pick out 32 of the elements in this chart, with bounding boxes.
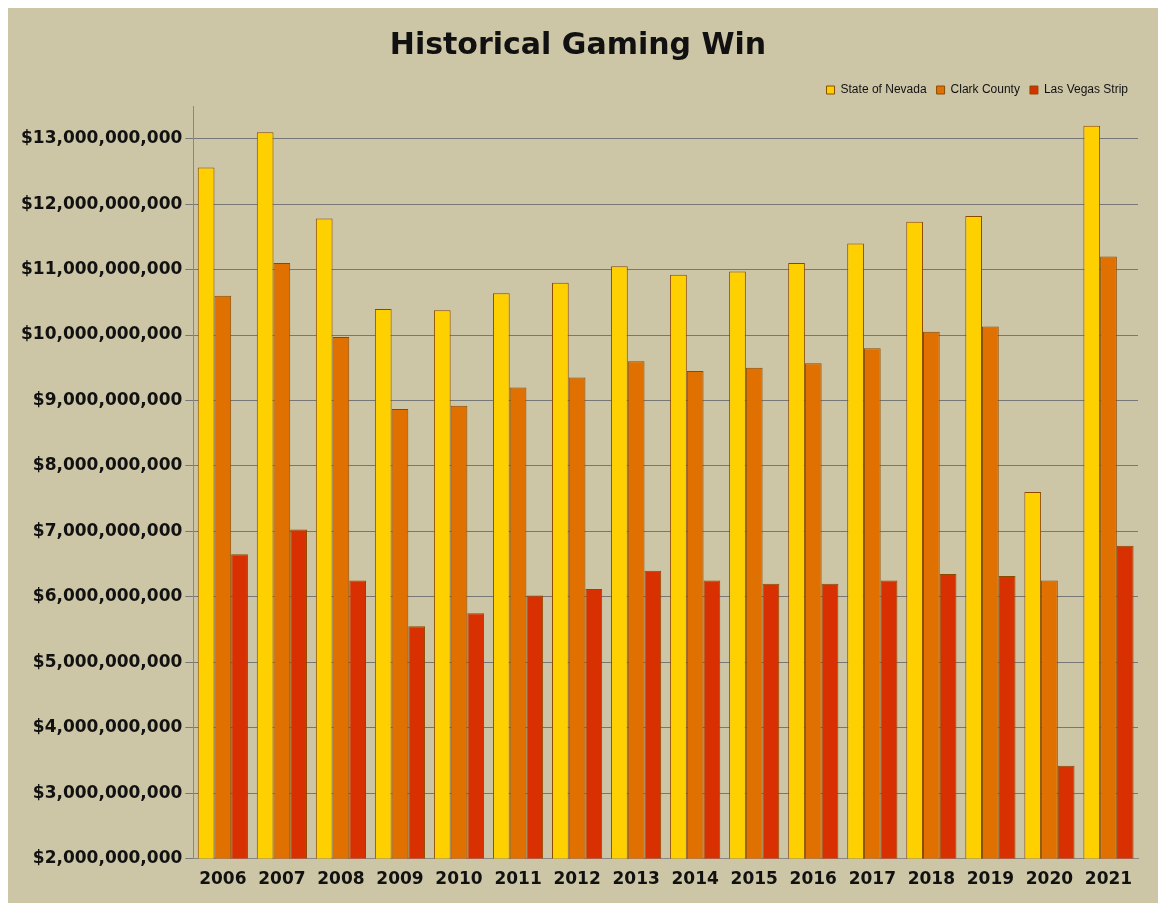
y-tick-label: $11,000,000,000 [20,258,183,279]
chart-title: Historical Gaming Win [389,25,767,61]
x-tick-label: 2008 [317,868,365,889]
x-tick-label: 2018 [907,868,956,889]
y-tick-label: $7,000,000,000 [32,519,183,540]
y-tick-label: $4,000,000,000 [32,716,183,737]
x-tick-label: 2021 [1084,868,1133,889]
legend-label: Clark County [950,82,1020,97]
x-tick-label: 2016 [789,868,837,889]
x-tick-label: 2013 [612,868,660,889]
x-tick-label: 2007 [258,868,306,889]
x-tick-label: 2017 [848,868,896,889]
y-tick-label: $2,000,000,000 [32,847,183,868]
x-tick-label: 2006 [199,868,247,889]
y-tick-label: $13,000,000,000 [20,127,183,148]
y-tick-label: $8,000,000,000 [32,454,183,475]
legend-label: Las Vegas Strip [1043,82,1129,97]
x-tick-label: 2010 [435,868,483,889]
x-tick-label: 2014 [671,868,719,889]
x-tick-label: 2012 [553,868,601,889]
y-tick-label: $12,000,000,000 [20,192,183,213]
x-tick-label: 2011 [494,868,542,889]
y-tick-label: $5,000,000,000 [32,650,183,671]
y-tick-label: $9,000,000,000 [32,388,183,409]
x-tick-label: 2015 [730,868,778,889]
x-tick-label: 2009 [376,868,424,889]
y-tick-label: $6,000,000,000 [32,585,183,606]
x-tick-label: 2019 [966,868,1015,889]
legend-label: State of Nevada [840,82,927,97]
y-tick-label: $10,000,000,000 [20,323,183,344]
x-tick-label: 2020 [1025,868,1074,889]
y-tick-label: $3,000,000,000 [32,781,183,802]
